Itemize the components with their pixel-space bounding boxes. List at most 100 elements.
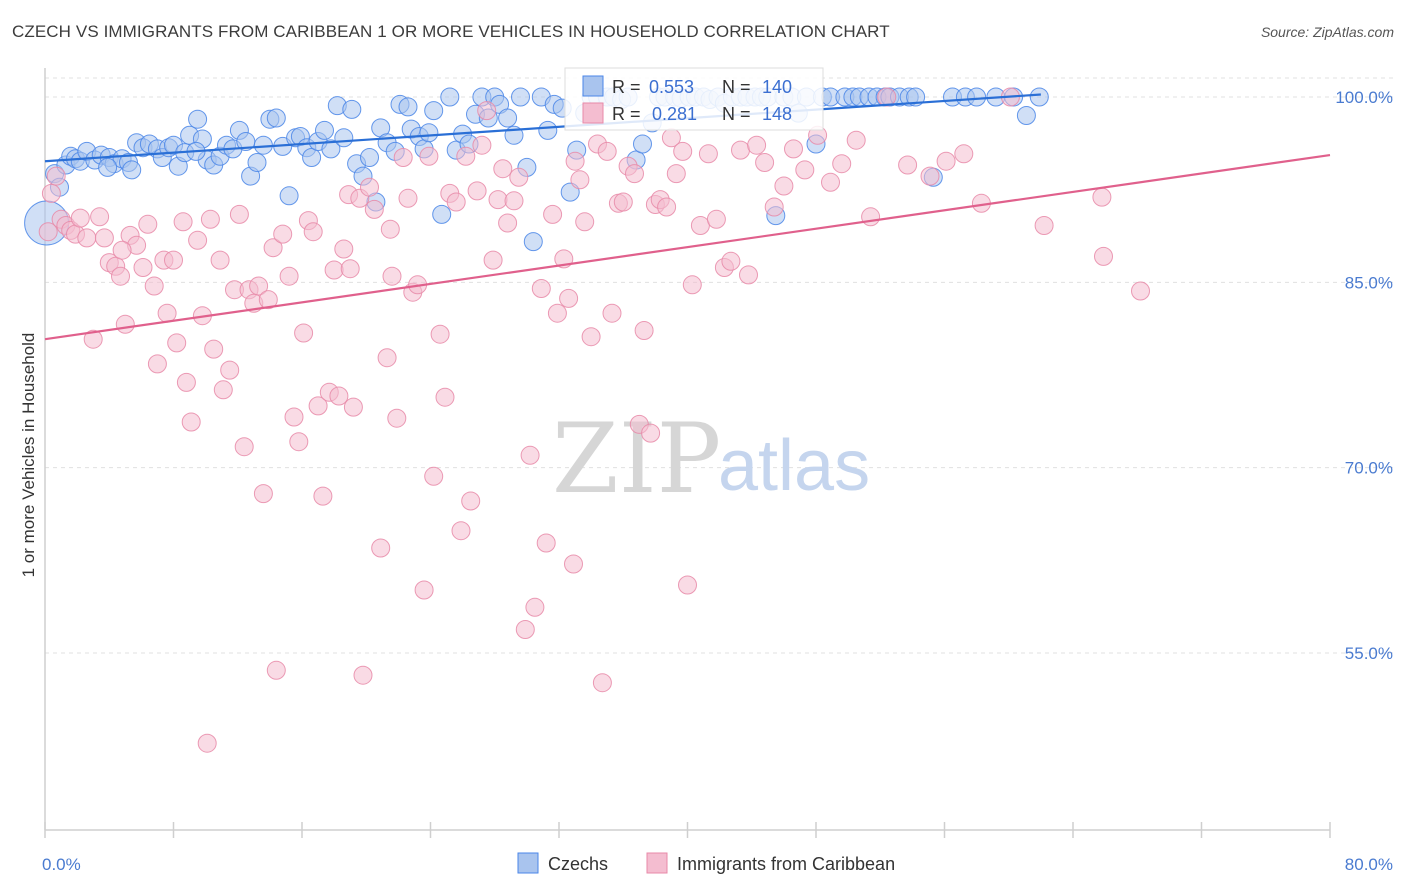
- caribbean-point: [483, 250, 503, 270]
- caribbean-points: [38, 87, 1150, 753]
- czech-point: [906, 87, 926, 107]
- caribbean-point: [364, 199, 384, 219]
- caribbean-point: [446, 192, 466, 212]
- y-tick-label: 70.0%: [1345, 459, 1393, 478]
- caribbean-point: [340, 259, 360, 279]
- caribbean-point: [625, 164, 644, 184]
- caribbean-point: [164, 250, 183, 270]
- czech-point: [315, 120, 334, 140]
- czech-point: [360, 148, 379, 167]
- caribbean-point: [954, 144, 974, 164]
- caribbean-point: [204, 339, 224, 359]
- caribbean-point: [936, 151, 956, 171]
- czech-point: [122, 160, 142, 180]
- caribbean-swatch: [582, 102, 604, 124]
- caribbean-point: [559, 288, 579, 308]
- czech-n-label: N =: [722, 77, 756, 97]
- caribbean-point: [1131, 281, 1150, 301]
- trend-lines: [44, 93, 1331, 341]
- y-tick-label: 85.0%: [1345, 273, 1393, 292]
- stats-legend: R = 0.553 N = 140 R = 0.281 N = 148: [564, 67, 824, 131]
- caribbean-point: [77, 228, 97, 248]
- caribbean-point: [380, 219, 400, 239]
- caribbean-point: [294, 323, 314, 343]
- caribbean-point: [343, 397, 363, 417]
- czech-point: [321, 139, 341, 159]
- caribbean-point: [764, 197, 784, 217]
- caribbean-point: [197, 733, 217, 753]
- caribbean-point: [266, 660, 286, 680]
- caribbean-point: [279, 266, 299, 286]
- caribbean-point: [289, 432, 309, 452]
- caribbean-point: [467, 181, 487, 201]
- caribbean-point: [147, 354, 167, 374]
- x-ticks: [44, 822, 1331, 838]
- source-label: Source: ZipAtlas.com: [1260, 24, 1394, 40]
- caribbean-point: [419, 146, 439, 166]
- legend-label-czechs: Czechs: [548, 854, 608, 874]
- caribbean-point: [531, 279, 551, 298]
- caribbean-point: [220, 360, 240, 380]
- czech-point: [302, 148, 322, 167]
- caribbean-point: [382, 266, 402, 286]
- caribbean-point: [234, 437, 254, 457]
- caribbean-point: [570, 170, 590, 190]
- caribbean-point: [451, 521, 471, 541]
- caribbean-point: [1094, 246, 1113, 266]
- caribbean-point: [731, 140, 750, 160]
- grid-lines: [45, 77, 1393, 654]
- caribbean-point: [784, 139, 803, 159]
- data-points: [24, 87, 1150, 753]
- caribbean-point: [430, 324, 450, 344]
- caribbean-point: [157, 303, 177, 323]
- x-tick-label-max: 80.0%: [1345, 855, 1393, 874]
- caribbean-point: [1092, 187, 1112, 207]
- caribbean-point: [273, 224, 293, 244]
- caribbean-n-value: 148: [762, 104, 792, 124]
- caribbean-point: [597, 141, 617, 161]
- caribbean-point: [774, 176, 794, 196]
- czech-point: [424, 101, 444, 121]
- caribbean-point: [387, 408, 407, 428]
- czech-point: [98, 157, 118, 177]
- czech-point: [633, 134, 652, 154]
- czech-point: [419, 123, 439, 143]
- caribbean-point: [213, 380, 233, 400]
- czech-point: [440, 87, 460, 107]
- caribbean-r-label: R =: [612, 104, 646, 124]
- caribbean-point: [525, 597, 545, 617]
- caribbean-point: [706, 209, 726, 229]
- caribbean-point: [371, 538, 391, 558]
- caribbean-point: [477, 101, 497, 121]
- caribbean-point: [861, 207, 881, 227]
- caribbean-point: [115, 314, 135, 334]
- caribbean-point: [324, 260, 344, 280]
- caribbean-point: [83, 329, 103, 349]
- czech-point: [342, 99, 362, 119]
- x-tick-label-min: 0.0%: [42, 855, 81, 874]
- y-tick-label: 55.0%: [1345, 644, 1393, 663]
- caribbean-point: [755, 153, 775, 172]
- caribbean-point: [690, 216, 710, 235]
- czech-point: [538, 120, 558, 140]
- caribbean-point: [920, 166, 940, 186]
- caribbean-point: [472, 135, 492, 155]
- caribbean-point: [111, 266, 130, 286]
- caribbean-point: [657, 197, 677, 217]
- y-tick-label: 100.0%: [1335, 88, 1393, 107]
- caribbean-point: [456, 146, 476, 166]
- czech-point: [1016, 106, 1036, 125]
- caribbean-point: [435, 387, 455, 407]
- czech-point: [398, 97, 418, 117]
- caribbean-point: [536, 533, 556, 553]
- czech-point: [967, 87, 987, 107]
- caribbean-point: [249, 276, 269, 296]
- caribbean-point: [414, 580, 434, 600]
- caribbean-point: [210, 250, 230, 270]
- caribbean-point: [564, 554, 583, 574]
- czech-point: [266, 108, 286, 128]
- caribbean-point: [504, 191, 524, 211]
- caribbean-point: [112, 240, 132, 260]
- czech-r-label: R =: [612, 77, 646, 97]
- caribbean-point: [377, 348, 397, 368]
